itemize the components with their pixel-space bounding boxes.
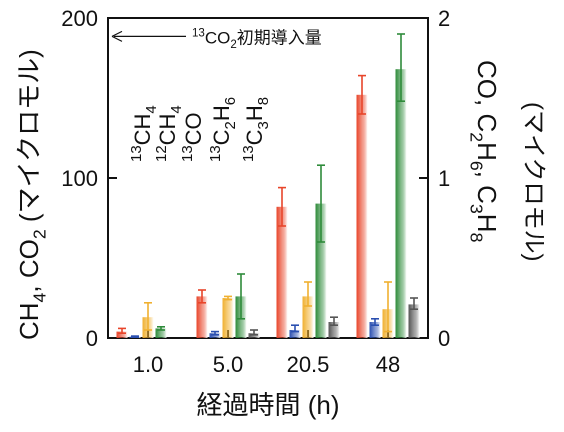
bar-13C2H6-48 bbox=[395, 69, 407, 338]
legend-entry: 13CH4 bbox=[128, 105, 160, 162]
bar-13CH4-1.0 bbox=[116, 331, 128, 338]
bar-13C2H6-20.5 bbox=[315, 203, 327, 338]
annotation-label: 13CO2初期導入量 bbox=[192, 27, 322, 51]
bar-12CH4-20.5 bbox=[289, 330, 301, 338]
legend-entry: 13CO bbox=[179, 112, 206, 162]
legend-entry: 13C3H8 bbox=[240, 97, 272, 162]
y-right-tick-label: 2 bbox=[438, 6, 450, 31]
x-tick-label: 5.0 bbox=[213, 352, 244, 377]
plot-frame bbox=[107, 17, 429, 339]
x-tick-label: 1.0 bbox=[133, 352, 164, 377]
x-tick-label: 20.5 bbox=[287, 352, 330, 377]
annotation-arrowhead bbox=[111, 30, 123, 42]
bar-13C3H8-48 bbox=[408, 304, 420, 338]
y-right-axis-title: CO, C2H6, C3H8 bbox=[467, 60, 502, 243]
bar-12CH4-48 bbox=[369, 322, 381, 338]
y-right-tick-label: 0 bbox=[438, 326, 450, 351]
y-left-tick-label: 200 bbox=[61, 6, 98, 31]
legend-entry: 12CH4 bbox=[153, 105, 185, 162]
y-right-tick-label: 1 bbox=[438, 166, 450, 191]
bar-13CO-20.5 bbox=[302, 296, 314, 338]
bar-13C2H6-1.0 bbox=[155, 328, 167, 338]
bar-12CH4-5.0 bbox=[209, 333, 221, 338]
y-right-axis-title-line2: (マイクロモル) bbox=[520, 102, 547, 262]
y-left-tick-label: 100 bbox=[61, 166, 98, 191]
y-left-axis-title: CH4, CO2 (マイクロモル) bbox=[14, 49, 49, 340]
x-tick-label: 48 bbox=[376, 352, 400, 377]
bar-13CH4-5.0 bbox=[196, 296, 208, 338]
bar-13CO-5.0 bbox=[222, 298, 234, 338]
legend-entry: 13C2H6 bbox=[207, 97, 239, 162]
bar-13CH4-20.5 bbox=[276, 206, 288, 338]
bar-13C3H8-5.0 bbox=[248, 333, 260, 338]
bar-13CH4-48 bbox=[356, 94, 368, 338]
bar-13C3H8-20.5 bbox=[328, 322, 340, 338]
x-axis-title: 経過時間 (h) bbox=[196, 390, 339, 420]
y-left-tick-label: 0 bbox=[86, 326, 98, 351]
